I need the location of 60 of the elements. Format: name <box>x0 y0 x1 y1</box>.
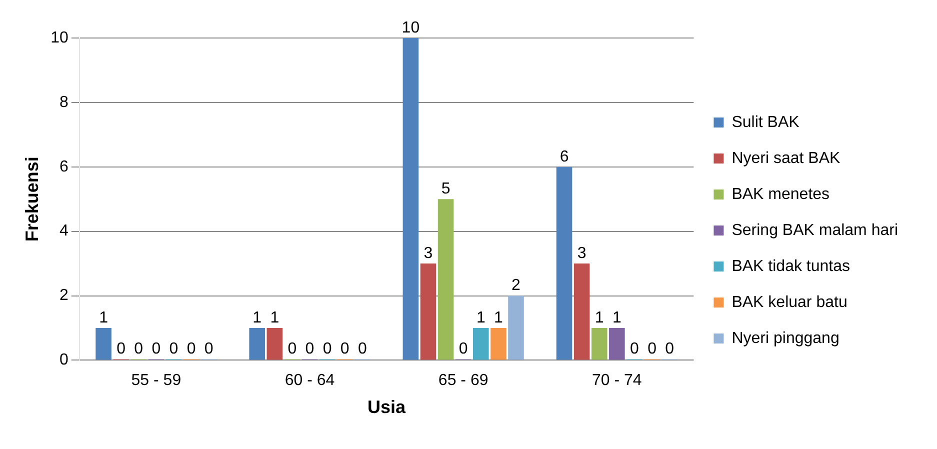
legend-label: Sulit BAK <box>732 114 800 131</box>
legend-label: BAK tidak tuntas <box>732 258 850 275</box>
legend-label: Nyeri pinggang <box>732 330 840 347</box>
data-label: 0 <box>204 340 214 358</box>
bar <box>249 328 266 360</box>
data-label: 0 <box>134 340 144 358</box>
bar <box>609 328 625 360</box>
legend-label: Nyeri saat BAK <box>732 150 841 167</box>
bar <box>96 328 112 360</box>
bar <box>556 166 572 360</box>
data-label: 1 <box>612 309 622 326</box>
y-axis-title: Frekuensi <box>22 156 42 242</box>
y-tick-label: 8 <box>59 94 68 111</box>
data-label: 0 <box>665 340 674 358</box>
data-label: 0 <box>305 340 314 358</box>
legend-label: BAK keluar batu <box>732 294 848 311</box>
y-tick-label: 10 <box>50 29 68 46</box>
x-tick-label: 60 - 64 <box>284 372 335 390</box>
y-tick-label: 2 <box>59 287 68 304</box>
data-label: 1 <box>494 309 503 326</box>
bar <box>438 199 454 360</box>
data-label: 0 <box>340 340 350 358</box>
bar <box>574 264 590 360</box>
bar <box>266 328 283 360</box>
x-axis-title: Usia <box>368 397 407 418</box>
data-label: 0 <box>152 340 161 358</box>
data-label: 1 <box>252 309 262 326</box>
data-label: 3 <box>424 244 433 262</box>
data-label: 0 <box>186 340 196 358</box>
legend-label: Sering BAK malam hari <box>732 222 898 239</box>
data-label: 0 <box>116 340 126 358</box>
x-tick-label: 55 - 59 <box>131 372 182 390</box>
y-tick-label: 0 <box>59 352 68 369</box>
y-tick-label: 6 <box>59 158 68 176</box>
data-label: 0 <box>169 340 178 358</box>
data-label: 1 <box>476 309 486 326</box>
data-label: 1 <box>99 309 108 326</box>
data-label: 6 <box>560 148 569 166</box>
data-label: 0 <box>630 340 640 358</box>
bar <box>490 328 506 360</box>
bar <box>402 38 419 360</box>
data-label: 3 <box>577 244 586 262</box>
data-label: 2 <box>512 277 521 294</box>
data-label: 0 <box>288 340 297 358</box>
bar <box>591 328 608 360</box>
bar <box>508 296 524 360</box>
legend-label: BAK menetes <box>732 186 830 203</box>
data-label: 1 <box>594 309 604 326</box>
data-label: 0 <box>648 340 657 358</box>
x-tick-label: 70 - 74 <box>592 372 642 390</box>
bar <box>472 328 489 360</box>
data-label: 10 <box>402 19 420 36</box>
bar <box>420 264 436 360</box>
x-tick-label: 65 - 69 <box>438 372 488 390</box>
data-label: 1 <box>270 309 280 326</box>
data-label: 0 <box>358 340 367 358</box>
data-label: 5 <box>441 180 450 198</box>
y-tick-label: 4 <box>59 222 68 240</box>
data-label: 0 <box>322 340 332 358</box>
data-label: 0 <box>458 340 468 358</box>
